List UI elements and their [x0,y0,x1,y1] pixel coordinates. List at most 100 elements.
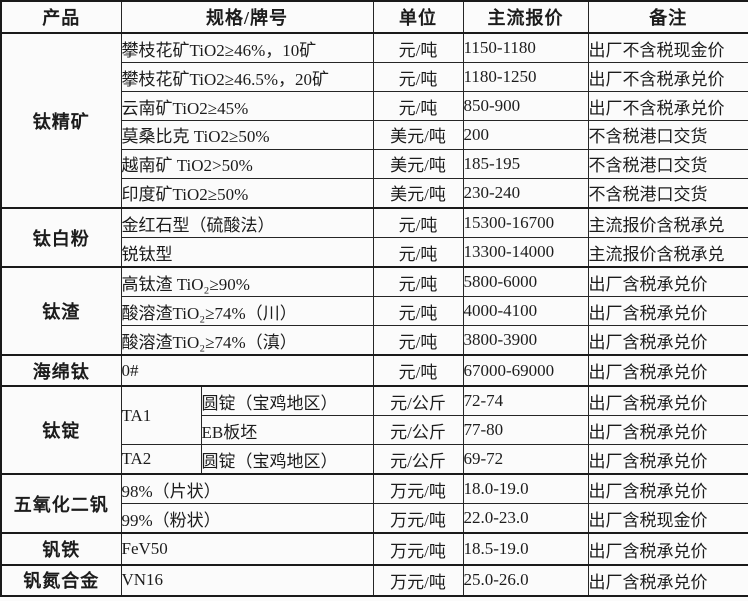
unit-cell: 元/吨 [372,91,464,121]
note-cell: 出厂含税承兑价 [587,354,748,387]
spec-cell: 酸溶渣TiO₂≥74%（川） [120,296,374,327]
table-row: 钛精矿 攀枝花矿TiO2≥46%，10矿 元/吨 1150-1180 出厂不含税… [0,32,748,209]
product-group-cell: 钒氮合金 [0,563,122,597]
product-group-cell: 钛精矿 [0,32,122,209]
unit-cell: 美元/吨 [372,120,464,150]
product-group-cell: 海绵钛 [0,354,122,387]
note-cell: 出厂含税承兑价 [587,473,748,505]
note-cell: 出厂含税承兑价 [587,266,748,298]
header-spec: 规格/牌号 [120,0,374,34]
header-unit: 单位 [372,0,464,34]
note-cell: 不含税港口交货 [587,120,748,150]
table-row: EB板坯 元/公斤 77-80 出厂含税承兑价 [1,415,748,446]
table-row: 五氧化二钒 98%（片状） 万元/吨 18.0-19.0 出厂含税承兑价 [0,473,748,534]
spec-cell: VN16 [120,563,374,597]
unit-cell: 万元/吨 [372,532,464,566]
spec-cell: 99%（粉状） [120,503,374,534]
price-cell: 5800-6000 [462,266,589,298]
header-price: 主流报价 [462,0,589,34]
note-cell: 出厂含税承兑价 [587,444,748,475]
price-cell: 3800-3900 [462,325,589,356]
price-cell: 1150-1180 [462,32,589,64]
spec-cell: 云南矿TiO2≥45% [120,91,374,121]
unit-cell: 元/吨 [372,266,464,298]
product-group-cell: 钛锭 [0,385,122,475]
unit-cell: 元/公斤 [372,385,464,417]
table-row: 海绵钛 0# 元/吨 67000-69000 出厂含税承兑价 [0,354,748,387]
table-row: 钒氮合金 VN16 万元/吨 25.0-26.0 出厂含税承兑价 [0,563,748,597]
spec-cell: FeV50 [120,532,374,566]
note-cell: 出厂不含税承兑价 [587,91,748,121]
note-cell: 出厂含税承兑价 [587,325,748,356]
spec-cell: 攀枝花矿TiO2≥46%，10矿 [120,32,374,64]
price-cell: 69-72 [462,444,589,475]
note-cell: 出厂含税承兑价 [587,296,748,327]
spec-cell: 印度矿TiO2≥50% [120,177,374,209]
table-row: 钒铁 FeV50 万元/吨 18.5-19.0 出厂含税承兑价 [0,532,748,566]
price-cell: 18.5-19.0 [462,532,589,566]
unit-cell: 美元/吨 [372,148,464,179]
spec-cell: 莫桑比克 TiO2≥50% [120,120,374,150]
grade-cell: TA1 [120,385,202,446]
price-cell: 25.0-26.0 [462,563,589,597]
price-cell: 850-900 [462,91,589,121]
note-cell: 出厂含税承兑价 [587,415,748,446]
unit-cell: 元/吨 [372,296,464,327]
unit-cell: 元/吨 [372,32,464,64]
price-cell: 230-240 [462,177,589,209]
header-note: 备注 [587,0,748,34]
unit-cell: 万元/吨 [372,473,464,505]
product-group-cell: 五氧化二钒 [0,473,122,534]
note-cell: 出厂含税承兑价 [587,532,748,566]
table-row: 酸溶渣TiO₂≥74%（川） 元/吨 4000-4100 出厂含税承兑价 [1,296,748,327]
unit-cell: 元/公斤 [372,444,464,475]
note-cell: 主流报价含税承兑 [587,207,748,239]
table-row: 钛锭 TA1 圆锭（宝鸡地区） 元/公斤 72-74 出厂含税承兑价 [0,385,748,475]
spec-cell: 圆锭（宝鸡地区） [200,444,374,475]
product-group-cell: 钛渣 [0,266,122,356]
spec-cell: 越南矿 TiO2>50% [120,148,374,179]
table-row: 酸溶渣TiO₂≥74%（滇） 元/吨 3800-3900 出厂含税承兑价 [1,325,748,356]
table-row: 钛渣 高钛渣 TiO₂≥90% 元/吨 5800-6000 出厂含税承兑价 [0,266,748,356]
price-cell: 15300-16700 [462,207,589,239]
price-cell: 13300-14000 [462,237,589,268]
product-group-cell: 钛白粉 [0,206,122,268]
price-cell: 200 [462,120,589,150]
unit-cell: 元/吨 [372,237,464,268]
table-header-row: 产品 规格/牌号 单位 主流报价 备注 [0,0,748,34]
note-cell: 不含税港口交货 [587,177,748,209]
product-group-cell: 钒铁 [0,532,122,566]
spec-cell: 98%（片状） [120,473,374,505]
unit-cell: 元/吨 [372,207,464,239]
table-row: 越南矿 TiO2>50% 美元/吨 185-195 不含税港口交货 [1,148,748,179]
spec-cell: 0# [120,354,374,387]
table-row: 99%（粉状） 万元/吨 22.0-23.0 出厂含税现金价 [1,503,748,534]
note-cell: 出厂含税现金价 [587,503,748,534]
price-cell: 77-80 [462,415,589,446]
price-cell: 1180-1250 [462,62,589,93]
table-row: 钛白粉 金红石型（硫酸法） 元/吨 15300-16700 主流报价含税承兑 [0,206,748,268]
note-cell: 出厂不含税承兑价 [587,62,748,93]
unit-cell: 元/吨 [372,325,464,356]
header-product: 产品 [0,0,122,34]
spec-cell: 酸溶渣TiO₂≥74%（滇） [120,325,374,356]
unit-cell: 元/吨 [372,62,464,93]
grade-cell: TA2 [120,444,202,475]
price-cell: 18.0-19.0 [462,473,589,505]
spec-cell: 高钛渣 TiO₂≥90% [120,266,374,298]
price-cell: 22.0-23.0 [462,503,589,534]
spec-cell: EB板坯 [200,415,374,446]
price-cell: 185-195 [462,148,589,179]
table-row: 攀枝花矿TiO2≥46.5%，20矿 元/吨 1180-1250 出厂不含税承兑… [1,62,748,93]
table-row: 云南矿TiO2≥45% 元/吨 850-900 出厂不含税承兑价 [1,91,748,121]
spec-cell: 金红石型（硫酸法） [120,207,374,239]
table-row: 印度矿TiO2≥50% 美元/吨 230-240 不含税港口交货 [1,177,748,209]
spec-cell: 圆锭（宝鸡地区） [200,385,374,417]
note-cell: 不含税港口交货 [587,148,748,179]
unit-cell: 元/公斤 [372,415,464,446]
table-row: TA2 圆锭（宝鸡地区） 元/公斤 69-72 出厂含税承兑价 [1,444,748,475]
spec-cell: 锐钛型 [120,237,374,268]
unit-cell: 美元/吨 [372,177,464,209]
